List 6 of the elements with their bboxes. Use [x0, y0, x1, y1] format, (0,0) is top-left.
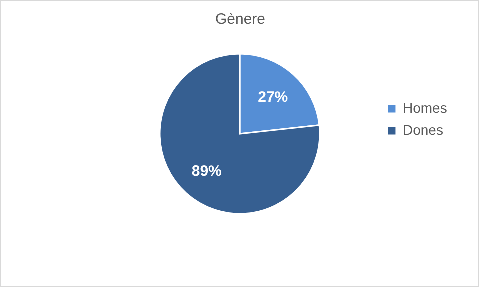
data-label: 27%: [258, 89, 288, 106]
data-label: 89%: [192, 162, 222, 180]
chart-title: Gènere: [215, 11, 266, 28]
legend-label: Homes: [403, 100, 448, 116]
legend-label: Dones: [403, 122, 444, 138]
pie-slice: [159, 53, 321, 215]
